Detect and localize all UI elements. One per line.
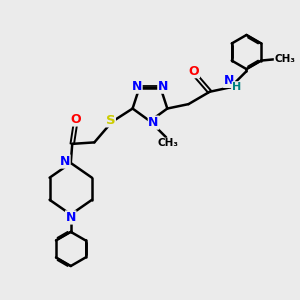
Text: S: S: [106, 114, 115, 127]
Text: N: N: [60, 155, 70, 168]
Text: N: N: [224, 74, 234, 87]
Text: N: N: [158, 80, 168, 93]
Text: N: N: [66, 211, 76, 224]
Text: N: N: [132, 80, 142, 93]
Text: CH₃: CH₃: [157, 138, 178, 148]
Text: H: H: [232, 82, 242, 92]
Text: O: O: [189, 65, 200, 78]
Text: N: N: [148, 116, 159, 129]
Text: O: O: [70, 113, 80, 126]
Text: CH₃: CH₃: [274, 54, 295, 64]
